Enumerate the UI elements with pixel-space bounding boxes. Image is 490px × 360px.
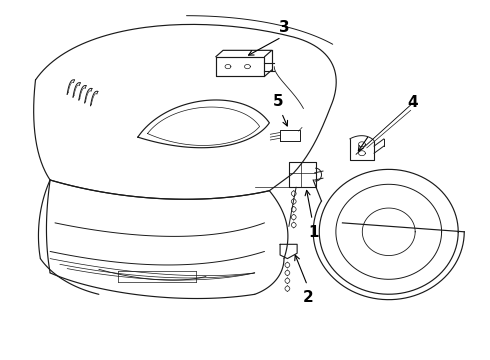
Text: 3: 3: [279, 20, 289, 35]
Text: 2: 2: [303, 290, 314, 305]
Text: 5: 5: [273, 94, 283, 109]
Text: 4: 4: [408, 95, 418, 110]
Text: 1: 1: [308, 225, 319, 240]
